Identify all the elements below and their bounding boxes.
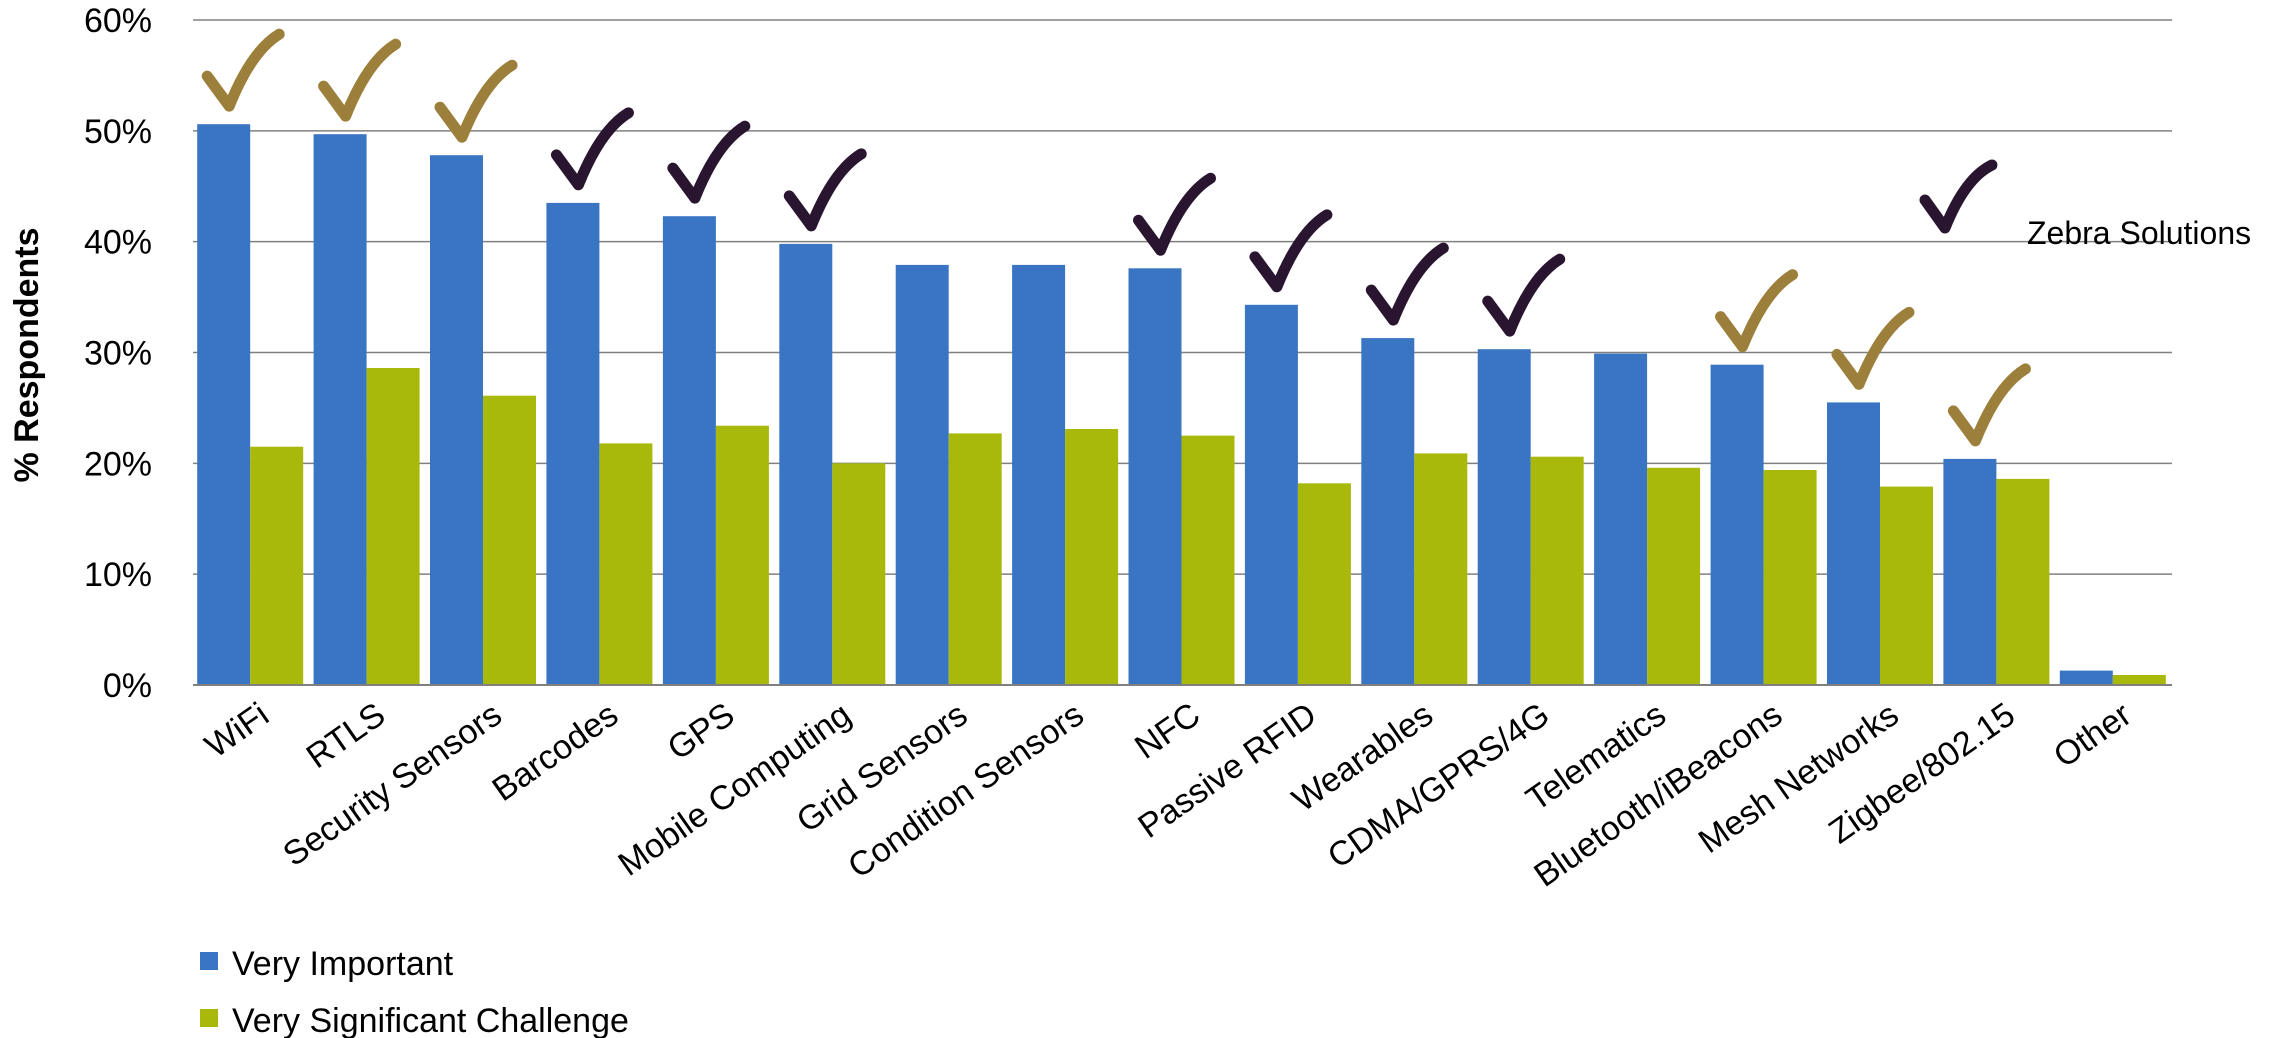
bar-very-significant-challenge	[1647, 467, 1701, 685]
bar-very-significant-challenge	[1181, 435, 1235, 685]
bar-very-important	[1827, 402, 1880, 685]
checkmark-icon	[1831, 306, 1915, 390]
bar-very-important	[1594, 353, 1648, 685]
legend-label-very-important: Very Important	[232, 945, 454, 983]
bar-very-significant-challenge	[1530, 456, 1584, 685]
bar-very-significant-challenge	[250, 446, 304, 685]
bar-very-important	[895, 264, 949, 685]
y-tick-label: 60%	[84, 2, 152, 40]
annotation-text: Zebra Solutions	[2027, 215, 2251, 251]
checkmark-icon	[1133, 172, 1216, 256]
bar-very-significant-challenge	[366, 368, 420, 685]
bar-very-significant-challenge	[1414, 453, 1468, 685]
bar-very-important	[1012, 264, 1066, 685]
bar-very-important	[197, 124, 251, 685]
legend: Very Important Very Significant Challeng…	[200, 945, 629, 1038]
checkmark-icon	[1919, 159, 1998, 234]
checkmark-icon	[1947, 363, 2031, 447]
bar-very-important	[546, 202, 600, 685]
y-tick-label: 30%	[84, 335, 152, 373]
x-tick-label: Security Sensors	[276, 695, 508, 874]
y-tick-label: 0%	[103, 667, 152, 705]
x-tick-label: Mesh Networks	[1692, 695, 1906, 861]
bar-very-important	[1244, 304, 1298, 685]
checkmark-icon	[1365, 242, 1449, 326]
bar-very-significant-challenge	[1065, 429, 1119, 685]
legend-swatch-very-significant-challenge	[200, 1009, 218, 1027]
checkmarks	[201, 28, 2031, 447]
bar-very-important	[779, 243, 833, 685]
bars	[197, 124, 2166, 685]
x-tick-label: WiFi	[198, 695, 275, 765]
bar-very-significant-challenge	[599, 443, 653, 685]
bar-very-important	[1710, 364, 1764, 685]
bar-very-important	[1361, 338, 1415, 685]
bar-very-significant-challenge	[948, 433, 1002, 685]
y-axis-ticks: 0% 10% 20% 30% 40% 50% 60%	[84, 2, 152, 705]
bar-very-significant-challenge	[832, 463, 886, 685]
bar-very-important	[1943, 458, 1997, 685]
checkmark-icon	[1715, 269, 1799, 353]
bar-very-important	[2059, 670, 2113, 685]
y-tick-label: 50%	[84, 113, 152, 151]
bar-very-significant-challenge	[1763, 470, 1817, 685]
legend-swatch-very-important	[200, 952, 218, 970]
checkmark-icon	[434, 59, 518, 143]
bar-very-significant-challenge	[715, 425, 769, 685]
checkmark-icon	[783, 148, 867, 232]
bar-very-significant-challenge	[1996, 478, 2050, 685]
bar-very-significant-challenge	[1880, 486, 1933, 685]
checkmark-icon	[667, 120, 751, 204]
y-tick-label: 10%	[84, 556, 152, 594]
checkmark-icon	[1249, 209, 1333, 293]
bar-very-important	[313, 134, 367, 685]
y-tick-label: 20%	[84, 445, 152, 483]
bar-very-significant-challenge	[2112, 675, 2166, 685]
x-tick-label: Other	[2047, 695, 2138, 775]
checkmark-icon	[550, 107, 634, 191]
x-tick-label: NFC	[1128, 695, 1207, 766]
x-tick-label: Barcodes	[486, 695, 625, 809]
bar-very-significant-challenge	[483, 395, 536, 685]
y-axis-label: % Respondents	[8, 227, 46, 482]
checkmark-icon	[318, 38, 402, 122]
bar-very-important	[1477, 349, 1531, 685]
checkmark-icon	[201, 28, 285, 112]
bar-very-important	[430, 155, 483, 685]
bar-very-important	[662, 216, 716, 685]
bar-very-important	[1128, 268, 1182, 685]
y-tick-label: 40%	[84, 224, 152, 262]
legend-label-very-significant-challenge: Very Significant Challenge	[232, 1002, 629, 1038]
bar-very-significant-challenge	[1297, 483, 1351, 685]
x-tick-label: RTLS	[300, 695, 392, 776]
checkmark-legend: Zebra Solutions	[1919, 159, 2251, 251]
checkmark-icon	[1482, 253, 1566, 337]
x-tick-label: GPS	[661, 695, 742, 767]
